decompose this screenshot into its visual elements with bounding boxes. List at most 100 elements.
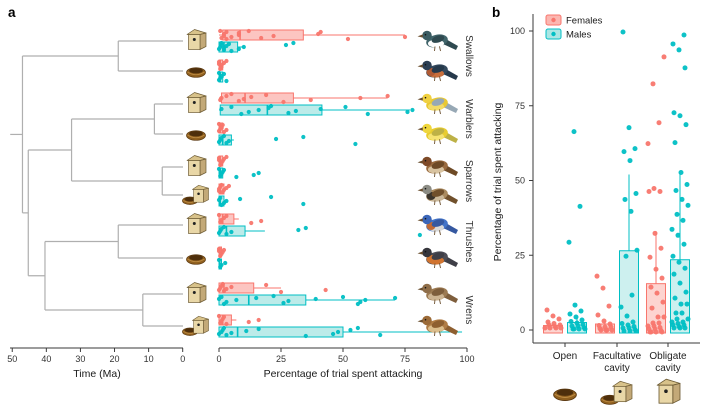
data-point [229, 48, 234, 54]
data-point [654, 290, 660, 296]
tip-row-thrushes-box [216, 212, 422, 238]
boxplot-females [216, 313, 261, 327]
data-point [633, 190, 639, 196]
column-females [645, 54, 667, 335]
data-point [657, 188, 663, 194]
data-point [271, 293, 276, 299]
boxplot-males [216, 257, 228, 270]
panel-a-axes: 50 40 30 20 10 0 0 25 50 75 100 [7, 347, 475, 364]
data-point [218, 28, 223, 34]
data-point [301, 134, 306, 140]
data-point [626, 125, 632, 131]
data-point [221, 167, 227, 173]
data-point [579, 317, 585, 323]
data-point [296, 227, 301, 233]
time-axis-tick-label: 20 [110, 354, 120, 364]
data-point [221, 247, 227, 253]
boxplot-females [216, 212, 264, 226]
data-point [600, 285, 606, 291]
data-point [385, 93, 390, 99]
data-point [273, 136, 279, 142]
data-point [651, 185, 657, 191]
data-point [682, 65, 688, 71]
data-point [256, 107, 261, 113]
data-point [417, 232, 422, 238]
data-point [631, 324, 637, 330]
data-point [216, 59, 222, 65]
boxplot-females [218, 91, 390, 105]
data-point [249, 220, 254, 226]
data-point [216, 155, 222, 161]
data-point [621, 149, 627, 155]
panel-a-x-tick-label: 25 [276, 354, 286, 364]
legend: Females Males [545, 14, 603, 41]
data-point [224, 58, 229, 64]
column-females [594, 273, 615, 334]
data-point [578, 308, 584, 314]
data-point [229, 284, 234, 290]
group-label-swallows: Swallows [463, 35, 474, 77]
data-point [653, 266, 659, 272]
data-point [355, 325, 360, 331]
data-point [343, 104, 348, 110]
nest-box-icon [656, 378, 681, 404]
data-point [216, 313, 222, 319]
data-point [392, 295, 398, 301]
nest-cup-icon [186, 130, 206, 141]
data-point [224, 286, 229, 292]
data-point [358, 299, 363, 305]
data-point [256, 170, 261, 176]
data-point [283, 42, 289, 48]
data-point [577, 203, 583, 209]
data-point [679, 196, 685, 202]
data-point [221, 314, 227, 320]
box [218, 294, 307, 306]
data-point [226, 183, 232, 189]
boxplot-males [216, 166, 261, 180]
data-point [224, 332, 229, 338]
data-point [229, 34, 234, 40]
nest-cup_box-icon [182, 315, 209, 336]
panel-b-y-tick-label: 50 [515, 176, 525, 186]
boxplot-males [216, 133, 358, 147]
data-point [681, 32, 687, 38]
data-point [224, 198, 229, 204]
data-point [229, 229, 234, 235]
data-point [221, 133, 227, 139]
group-label-wrens: Wrens [463, 296, 474, 325]
data-point [256, 326, 261, 332]
data-point [671, 110, 677, 116]
data-point [607, 321, 613, 327]
data-point [551, 321, 557, 327]
data-point [569, 323, 575, 329]
panel-a-x-axis-label: Percentage of trial spent attacking [264, 368, 423, 380]
data-point [224, 93, 229, 99]
legend-dot-males [551, 31, 556, 37]
data-point [224, 299, 229, 305]
data-point [647, 254, 653, 260]
panel-a-x-tick-label: 50 [338, 354, 348, 364]
data-point [308, 97, 313, 103]
data-point [675, 232, 681, 238]
data-point [234, 174, 239, 180]
data-point [574, 320, 580, 326]
panel-b-y-axis-label: Percentage of trial spent attacking [492, 102, 504, 261]
data-point [672, 140, 678, 146]
data-point [594, 273, 600, 279]
boxplot-females [216, 154, 229, 168]
nest-cup-icon [186, 254, 206, 265]
data-point [674, 211, 680, 217]
tip-row-swallows-cup [216, 58, 229, 84]
data-point [670, 41, 676, 47]
data-point [657, 325, 663, 331]
legend-label-females: Females [566, 16, 603, 27]
data-point [220, 122, 225, 128]
data-point [675, 321, 681, 327]
data-point [236, 98, 241, 104]
data-point [627, 158, 633, 164]
legend-label-males: Males [566, 30, 592, 41]
data-point [216, 166, 222, 172]
data-point [281, 99, 286, 105]
data-point [676, 259, 682, 265]
data-point [239, 111, 244, 117]
